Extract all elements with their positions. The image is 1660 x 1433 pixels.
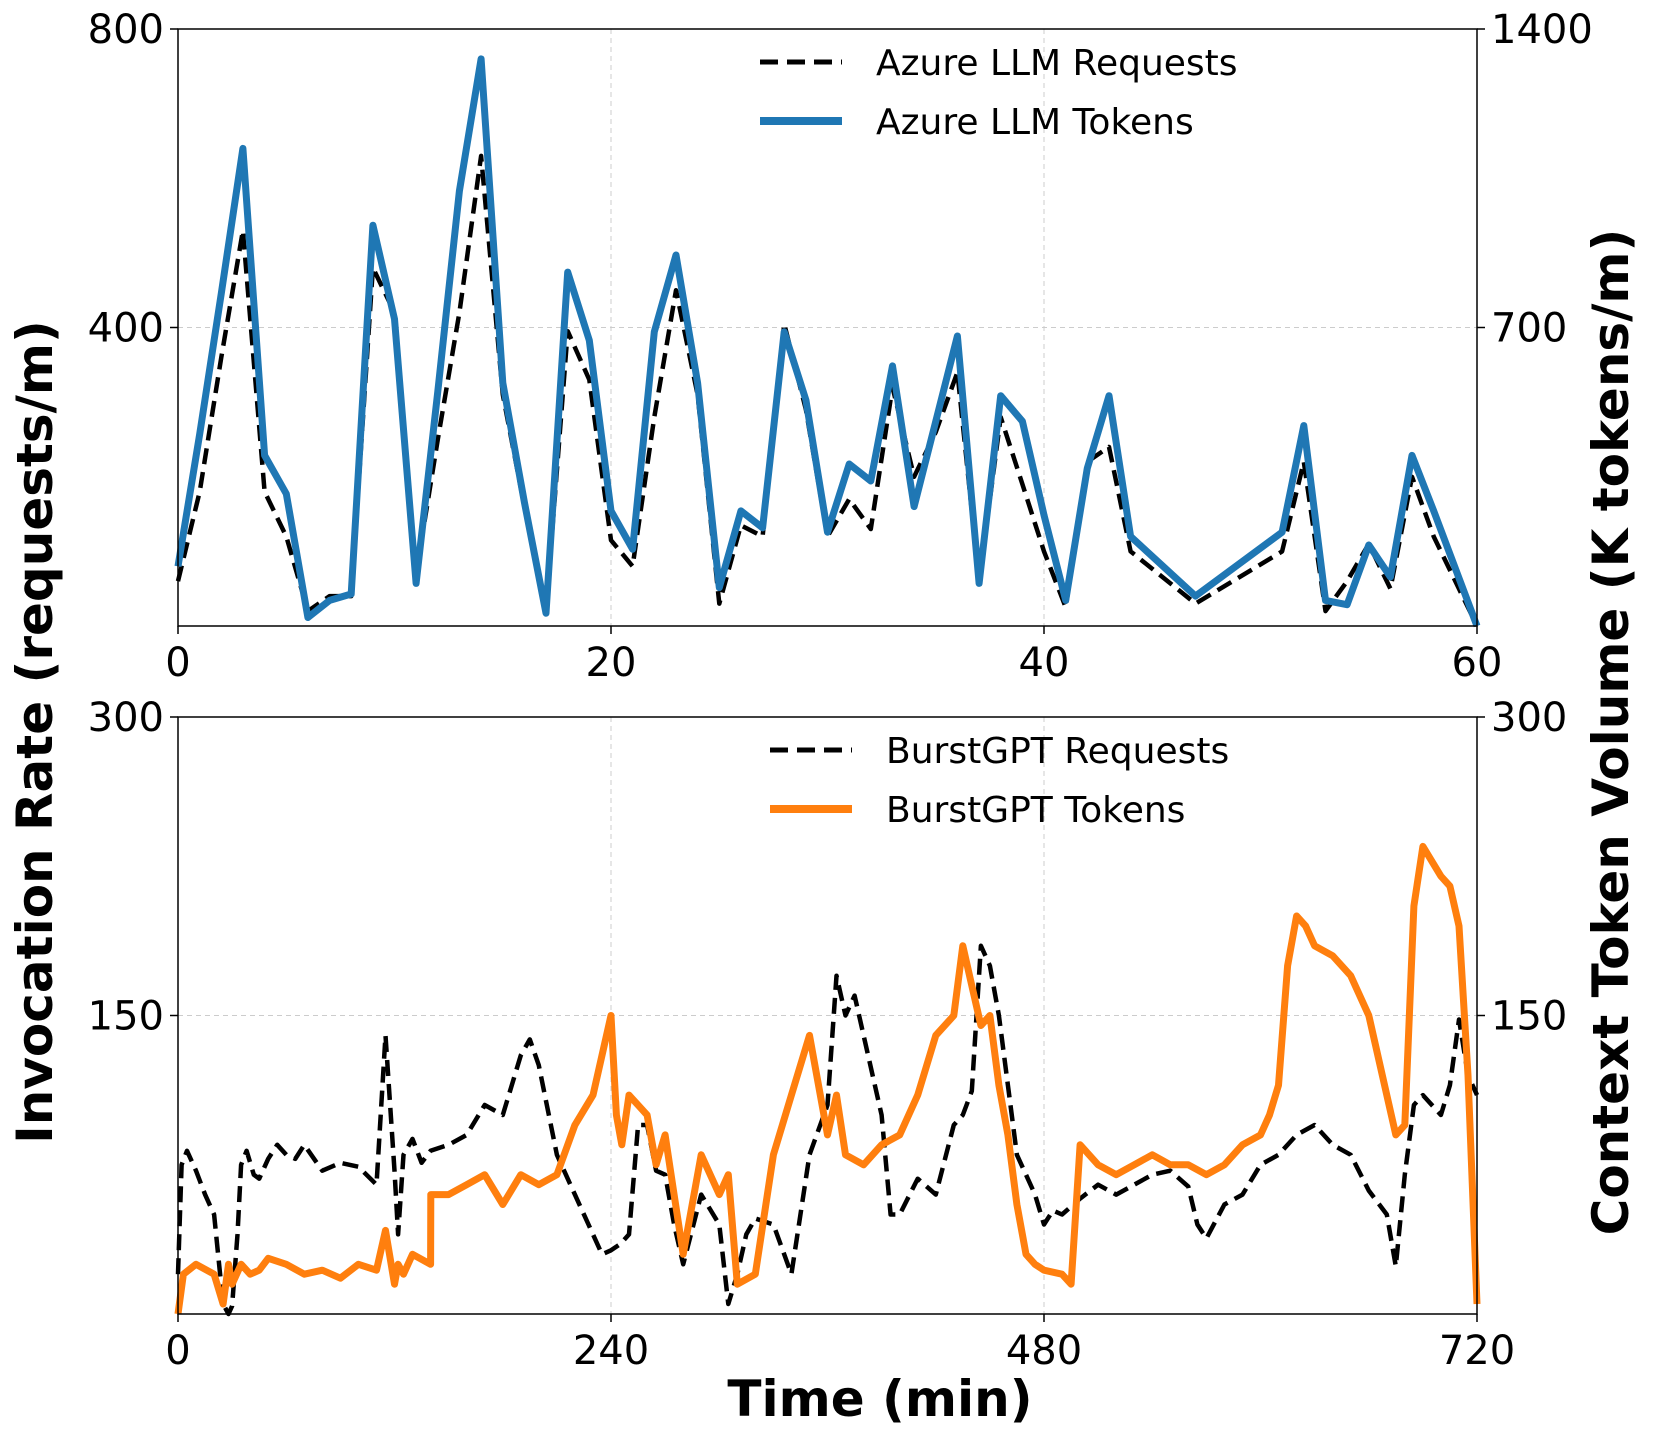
legend-label-azure-tokens: Azure LLM Tokens bbox=[876, 102, 1194, 143]
x-axis-label: Time (min) bbox=[727, 1370, 1032, 1428]
y-tick-label-left: 400 bbox=[88, 306, 164, 352]
ticks-bottom: 0 240 480 720 150 300 150 300 bbox=[88, 695, 1568, 1374]
panel-burstgpt: 0 240 480 720 150 300 150 300 BurstGPT Requests… bbox=[88, 695, 1568, 1374]
y-axis-label-right: Context Token Volume (K tokens/m) bbox=[1582, 229, 1640, 1236]
legend-label-burst-tokens: BurstGPT Tokens bbox=[886, 790, 1185, 831]
series-line-burstgpt-tokens bbox=[174, 842, 1481, 1315]
x-tick-label: 20 bbox=[586, 640, 637, 686]
x-tick-label: 40 bbox=[1019, 640, 1070, 686]
x-tick-label: 240 bbox=[573, 1328, 649, 1374]
y-tick-label-right: 300 bbox=[1491, 695, 1567, 741]
y-tick-label-left: 150 bbox=[88, 994, 164, 1040]
series-lines-top bbox=[174, 55, 1481, 628]
y-tick-label-left: 300 bbox=[88, 695, 164, 741]
ticks-top: 0 20 40 60 400 800 700 1400 bbox=[88, 7, 1593, 686]
x-tick-label: 720 bbox=[1439, 1328, 1515, 1374]
y-tick-label-right: 700 bbox=[1491, 306, 1567, 352]
x-tick-label: 0 bbox=[165, 640, 190, 686]
series-lines-bottom bbox=[174, 842, 1481, 1317]
legend-label-burst-requests: BurstGPT Requests bbox=[886, 731, 1229, 772]
panel-azure: 0 20 40 60 400 800 700 1400 Azure LLM Requests … bbox=[88, 7, 1593, 686]
x-tick-label: 480 bbox=[1006, 1328, 1082, 1374]
legend-top: Azure LLM Requests Azure LLM Tokens bbox=[760, 43, 1238, 143]
y-axis-label-left: Invocation Rate (requests/m) bbox=[6, 320, 64, 1144]
legend-label-azure-requests: Azure LLM Requests bbox=[876, 43, 1238, 84]
x-tick-label: 60 bbox=[1452, 640, 1503, 686]
series-line-azure-llm-tokens bbox=[174, 55, 1481, 628]
y-tick-label-right: 150 bbox=[1491, 994, 1567, 1040]
x-tick-label: 0 bbox=[165, 1328, 190, 1374]
y-tick-label-left: 800 bbox=[88, 7, 164, 53]
y-tick-label-right: 1400 bbox=[1491, 7, 1593, 53]
series-line-burstgpt-requests bbox=[175, 943, 1480, 1317]
legend-bottom: BurstGPT Requests BurstGPT Tokens bbox=[770, 731, 1229, 831]
